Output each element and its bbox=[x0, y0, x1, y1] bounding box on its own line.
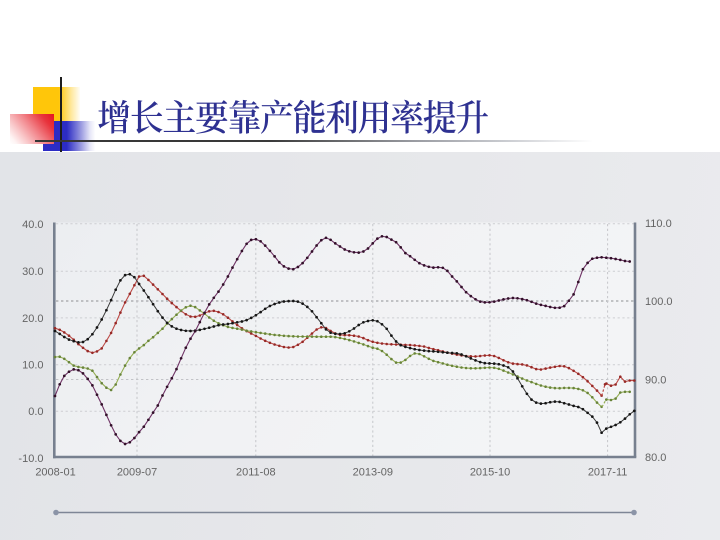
svg-text:40.0: 40.0 bbox=[22, 219, 43, 231]
svg-text:2013-09: 2013-09 bbox=[353, 467, 393, 479]
svg-text:2015-10: 2015-10 bbox=[470, 467, 510, 479]
svg-text:2008-01: 2008-01 bbox=[35, 467, 75, 479]
svg-text:2011-08: 2011-08 bbox=[236, 467, 276, 479]
svg-text:-10.0: -10.0 bbox=[18, 453, 43, 465]
svg-text:30.0: 30.0 bbox=[22, 266, 43, 278]
svg-text:90.0: 90.0 bbox=[645, 374, 666, 386]
svg-text:100.0: 100.0 bbox=[645, 296, 673, 308]
svg-text:10.0: 10.0 bbox=[22, 360, 43, 372]
svg-text:80.0: 80.0 bbox=[645, 452, 666, 464]
svg-text:110.0: 110.0 bbox=[645, 218, 672, 230]
svg-text:2009-07: 2009-07 bbox=[117, 467, 157, 479]
svg-text:0.0: 0.0 bbox=[28, 406, 43, 418]
svg-text:20.0: 20.0 bbox=[22, 313, 43, 325]
svg-text:2017-11: 2017-11 bbox=[588, 467, 628, 479]
